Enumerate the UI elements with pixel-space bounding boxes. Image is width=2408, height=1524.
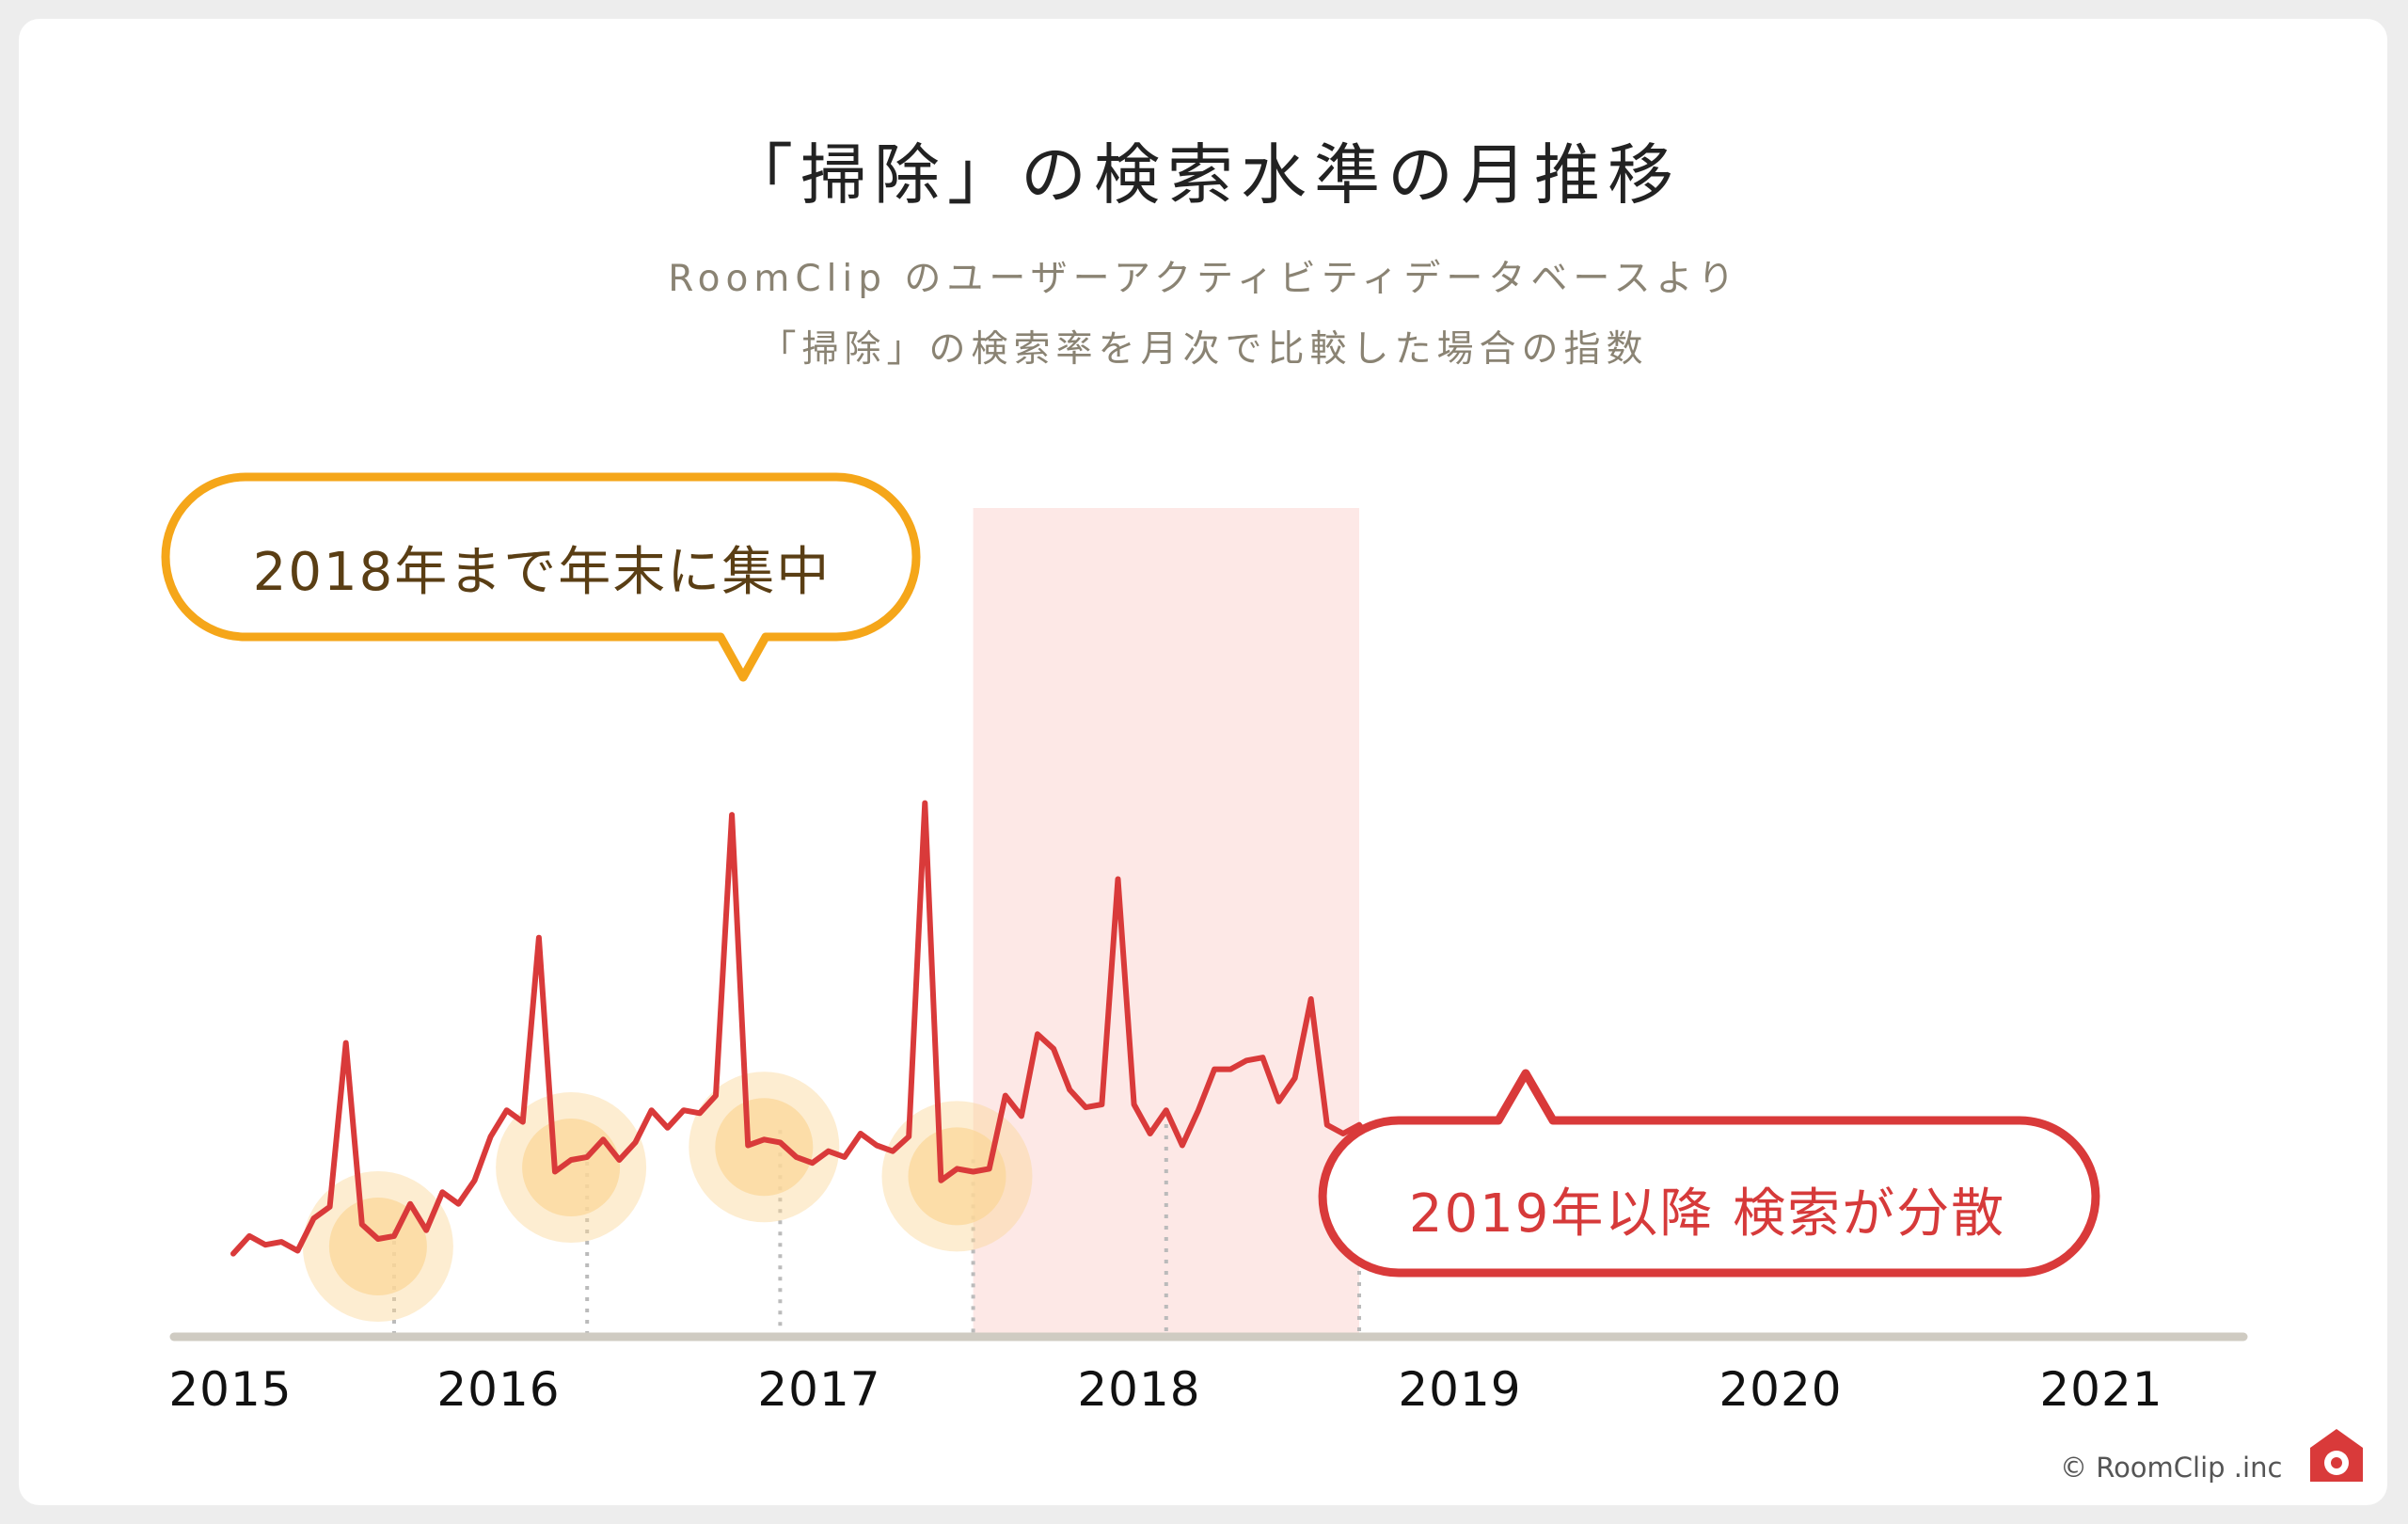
x-tick-label: 2021: [2039, 1362, 2163, 1417]
callout-red-text: 2019年以降 検索が分散: [1408, 1183, 2006, 1245]
x-tick-label: 2019: [1398, 1362, 1522, 1417]
copyright-text: © RoomClip .inc: [2060, 1452, 2283, 1484]
x-tick-label: 2015: [168, 1362, 293, 1417]
peak-glow: [522, 1119, 621, 1217]
series-line: [230, 800, 1411, 1257]
chart-subtitle-line1: RoomClip のユーザーアクティビティデータベースより: [668, 258, 1740, 300]
x-tick-label: 2018: [1077, 1362, 1201, 1417]
x-tick-label: 2017: [757, 1362, 881, 1417]
peak-glow: [908, 1127, 1006, 1226]
highlight-band: [973, 508, 1359, 1337]
chart-title: 「掃除」の検索水準の月推移: [727, 136, 1681, 214]
callout-bubble-orange: [161, 472, 921, 682]
x-tick-label: 2016: [436, 1362, 561, 1417]
x-tick-label: 2020: [1719, 1362, 1843, 1417]
peak-glow: [715, 1098, 814, 1197]
callout-orange-text: 2018年まで年末に集中: [252, 542, 832, 603]
camera-house-icon: [2310, 1429, 2363, 1482]
peak-glows: [302, 1072, 1033, 1323]
chart-subtitle-line2: 「掃除」の検索率を月次で比較した場合の指数: [759, 328, 1649, 371]
callout-bubble-red: [1318, 1069, 2100, 1278]
